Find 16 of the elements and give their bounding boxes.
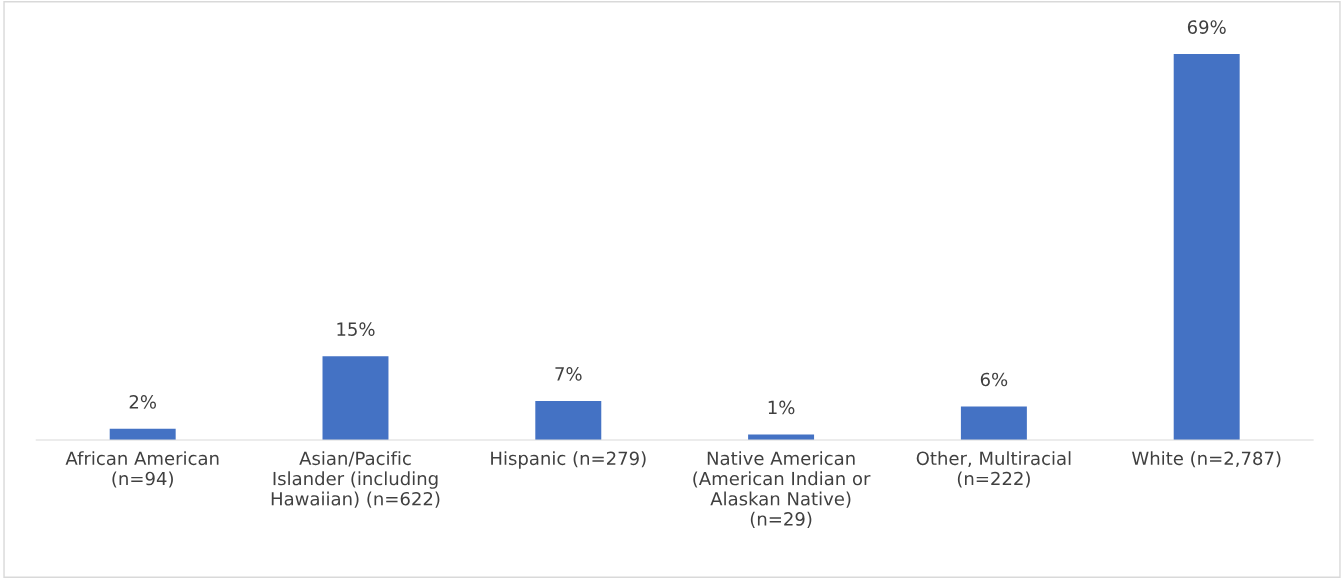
bar: [960, 406, 1027, 441]
x-tick-label: Hispanic (n=279): [491, 451, 646, 469]
x-tick-label: Other, Multiracial (n=222): [916, 451, 1071, 488]
data-label: 15%: [337, 322, 375, 336]
x-tick-label: African American (n=94): [65, 451, 219, 488]
data-label: 6%: [980, 372, 1008, 387]
bar: [535, 400, 602, 441]
x-tick-label: Native American (American Indian or Alaskan Native) (n=29): [693, 451, 871, 528]
x-tick-label: White (n=2,787): [1131, 451, 1281, 468]
data-label: 2%: [129, 395, 157, 409]
data-label: 69%: [1187, 20, 1226, 34]
data-label: 1%: [768, 400, 795, 415]
bar: [1173, 54, 1240, 441]
bar: [322, 356, 389, 441]
x-tick-label: Asian/Pacific Islander (including Hawaiian) (n=622): [271, 451, 440, 508]
data-label: 7%: [555, 367, 582, 381]
